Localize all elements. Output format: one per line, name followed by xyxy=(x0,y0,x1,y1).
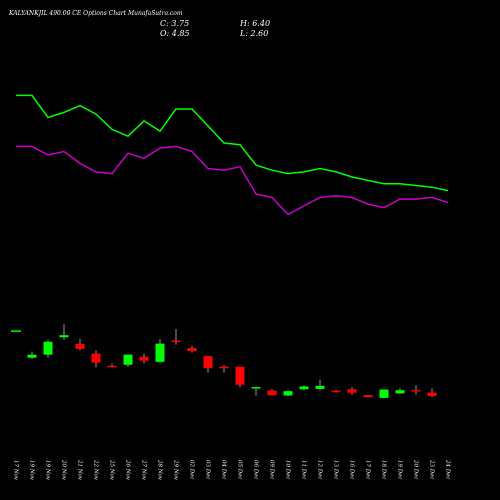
x-tick-label: 06 Dec xyxy=(253,460,259,480)
candle xyxy=(347,387,357,395)
x-tick-label: 03 Dec xyxy=(205,460,211,480)
x-tick-label: 13 Dec xyxy=(333,460,339,480)
candle-body-down xyxy=(107,365,117,368)
candle xyxy=(299,385,309,391)
candle xyxy=(139,353,149,364)
candle xyxy=(27,351,37,359)
candle xyxy=(107,363,117,368)
candle xyxy=(283,390,293,397)
candle xyxy=(267,389,277,396)
candlestick-series xyxy=(11,324,437,399)
candle-body-up xyxy=(155,343,165,362)
x-tick-label: 12 Dec xyxy=(317,460,323,480)
candle xyxy=(363,395,373,398)
x-tick-label: 17 Nov xyxy=(13,460,19,481)
x-tick-label: 29 Nov xyxy=(173,459,179,481)
candle-body-down xyxy=(411,389,421,392)
candle xyxy=(251,386,261,396)
candle xyxy=(59,324,69,340)
x-tick-label: 26 Nov xyxy=(125,459,131,481)
x-tick-label: 02 Dec xyxy=(189,460,195,480)
candle-body-down xyxy=(331,390,341,393)
x-tick-label: 17 Dec xyxy=(365,460,371,480)
x-tick-label: 21 Nov xyxy=(77,459,83,481)
candle-body-down xyxy=(139,356,149,361)
candle xyxy=(75,339,85,351)
candle-body-up xyxy=(123,354,133,365)
candle xyxy=(91,350,101,368)
candle xyxy=(379,389,389,399)
x-tick-label: 09 Dec xyxy=(269,460,275,480)
candle-body-down xyxy=(427,392,437,397)
candle-body-up xyxy=(43,341,53,355)
candle xyxy=(427,388,437,398)
x-tick-label: 23 Dec xyxy=(429,459,435,480)
candle xyxy=(235,366,245,388)
x-tick-label: 04 Dec xyxy=(221,460,227,480)
candle-body-up xyxy=(299,386,309,390)
x-tick-label: 16 Dec xyxy=(349,460,355,480)
candle-body-down xyxy=(267,390,277,396)
candle-body-down xyxy=(171,340,181,343)
candle xyxy=(155,339,165,364)
x-tick-label: 20 Dec xyxy=(413,459,419,480)
candle-body-down xyxy=(347,389,357,393)
x-tick-label: 19 Nov xyxy=(29,460,35,481)
x-tick-label: 28 Nov xyxy=(157,459,163,481)
close-price-label: C: 3.75 xyxy=(160,19,189,28)
x-tick-label: 24 Dec xyxy=(445,459,451,480)
candle xyxy=(203,355,213,373)
candle-body-down xyxy=(219,366,229,369)
candle xyxy=(123,354,133,367)
candle-body-down xyxy=(187,347,197,351)
candle-body-down xyxy=(235,366,245,385)
candle xyxy=(219,365,229,373)
candle xyxy=(315,379,325,391)
open-price-label: O: 4.85 xyxy=(160,29,190,38)
candle-body-down xyxy=(363,395,373,398)
indicator-lines xyxy=(16,94,449,216)
x-tick-label: 05 Dec xyxy=(237,460,243,480)
candle-body-up xyxy=(251,387,261,389)
chart-title: KALYANKJIL 490.00 CE Options Chart Munaf… xyxy=(8,10,183,17)
x-tick-label: 20 Nov xyxy=(61,459,67,481)
candle-body-up xyxy=(283,391,293,396)
x-tick-label: 10 Dec xyxy=(285,460,291,480)
candle xyxy=(411,385,421,395)
x-tick-label: 19 Nov xyxy=(45,460,51,481)
candle xyxy=(171,329,181,345)
x-tick-label: 27 Nov xyxy=(141,459,147,481)
candle-body-up xyxy=(27,354,37,358)
candle xyxy=(331,389,341,393)
x-tick-label: 25 Nov xyxy=(109,459,115,481)
candle-body-down xyxy=(75,344,85,349)
candle-body-up xyxy=(315,385,325,389)
candle-body-down xyxy=(203,356,213,369)
candle xyxy=(395,388,405,394)
x-tick-label: 22 Nov xyxy=(93,459,99,481)
candle-body-up xyxy=(395,390,405,394)
candle xyxy=(187,346,197,353)
high-price-label: H: 6.40 xyxy=(239,19,270,28)
x-axis-tick-labels: 17 Nov 19 Nov 19 Nov 20 Nov 21 Nov 22 Nov 25 N… xyxy=(13,459,451,481)
candle xyxy=(43,340,53,358)
candle-body-down xyxy=(91,353,101,363)
candle-body-up xyxy=(379,389,389,398)
indicator-line-1 xyxy=(16,94,449,192)
x-tick-label: 11 Dec xyxy=(301,460,307,480)
low-price-label: L: 2.60 xyxy=(239,29,268,38)
candle-body-up xyxy=(59,335,69,338)
indicator-line-2 xyxy=(16,145,449,216)
x-tick-label: 18 Dec xyxy=(381,460,387,480)
x-tick-label: 19 Dec xyxy=(397,460,403,480)
